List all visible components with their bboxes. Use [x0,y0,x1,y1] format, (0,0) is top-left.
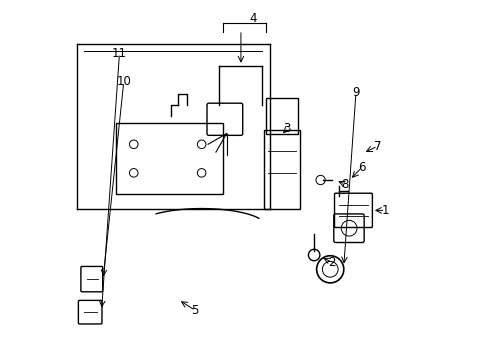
Text: 4: 4 [249,12,257,25]
Text: 10: 10 [116,75,131,88]
Text: 1: 1 [381,204,388,217]
Text: 8: 8 [341,178,348,191]
Text: 11: 11 [112,47,127,60]
Text: 5: 5 [191,304,199,317]
Text: 3: 3 [283,122,290,135]
Text: 9: 9 [351,86,359,99]
Text: 6: 6 [357,161,365,174]
Text: 7: 7 [373,140,381,153]
Text: 2: 2 [327,256,335,269]
